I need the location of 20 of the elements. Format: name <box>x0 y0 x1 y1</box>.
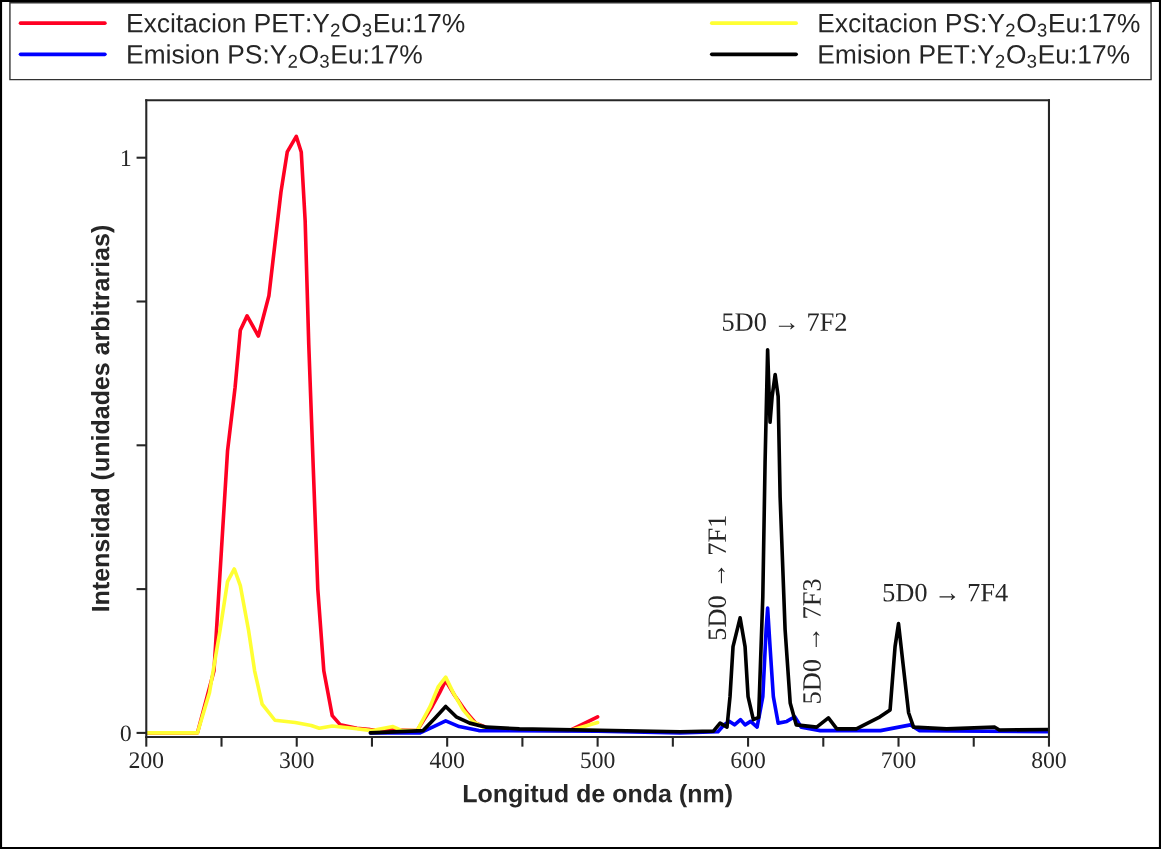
x-tick-label: 600 <box>731 752 765 769</box>
legend-label: Excitacion PET:Y$_{2}$O$_{3}$Eu:17% <box>128 13 465 37</box>
legend-label: Excitacion PS:Y$_{2}$O$_{3}$Eu:17% <box>819 13 1140 37</box>
x-tick-label: 200 <box>129 752 164 769</box>
y-tick-label: 0 <box>120 725 131 742</box>
y-tick-label: 1 <box>121 150 131 166</box>
annotation: 5D0 → 7F4 <box>883 583 1008 602</box>
line-series <box>368 348 1049 735</box>
x-tick-label: 800 <box>1032 752 1066 769</box>
annotation: 5D0 → 7F2 <box>722 313 847 331</box>
y-axis-title: Intensidad (unidades arbitrarias) <box>91 225 115 611</box>
x-tick-label: 700 <box>882 752 916 769</box>
x-tick-label: 400 <box>429 752 464 769</box>
legend-label: Emision PET:Y$_{2}$O$_{3}$Eu:17% <box>819 44 1130 68</box>
x-axis-title: Longitud de onda (nm) <box>463 784 732 808</box>
legend-label: Emision PS:Y$_{2}$O$_{3}$Eu:17% <box>128 44 422 68</box>
x-tick-label: 500 <box>581 752 615 769</box>
annotation: 5D0 → 7F3 <box>803 579 821 703</box>
x-tick-label: 300 <box>280 752 314 769</box>
annotation: 5D0 → 7F1 <box>708 516 727 640</box>
